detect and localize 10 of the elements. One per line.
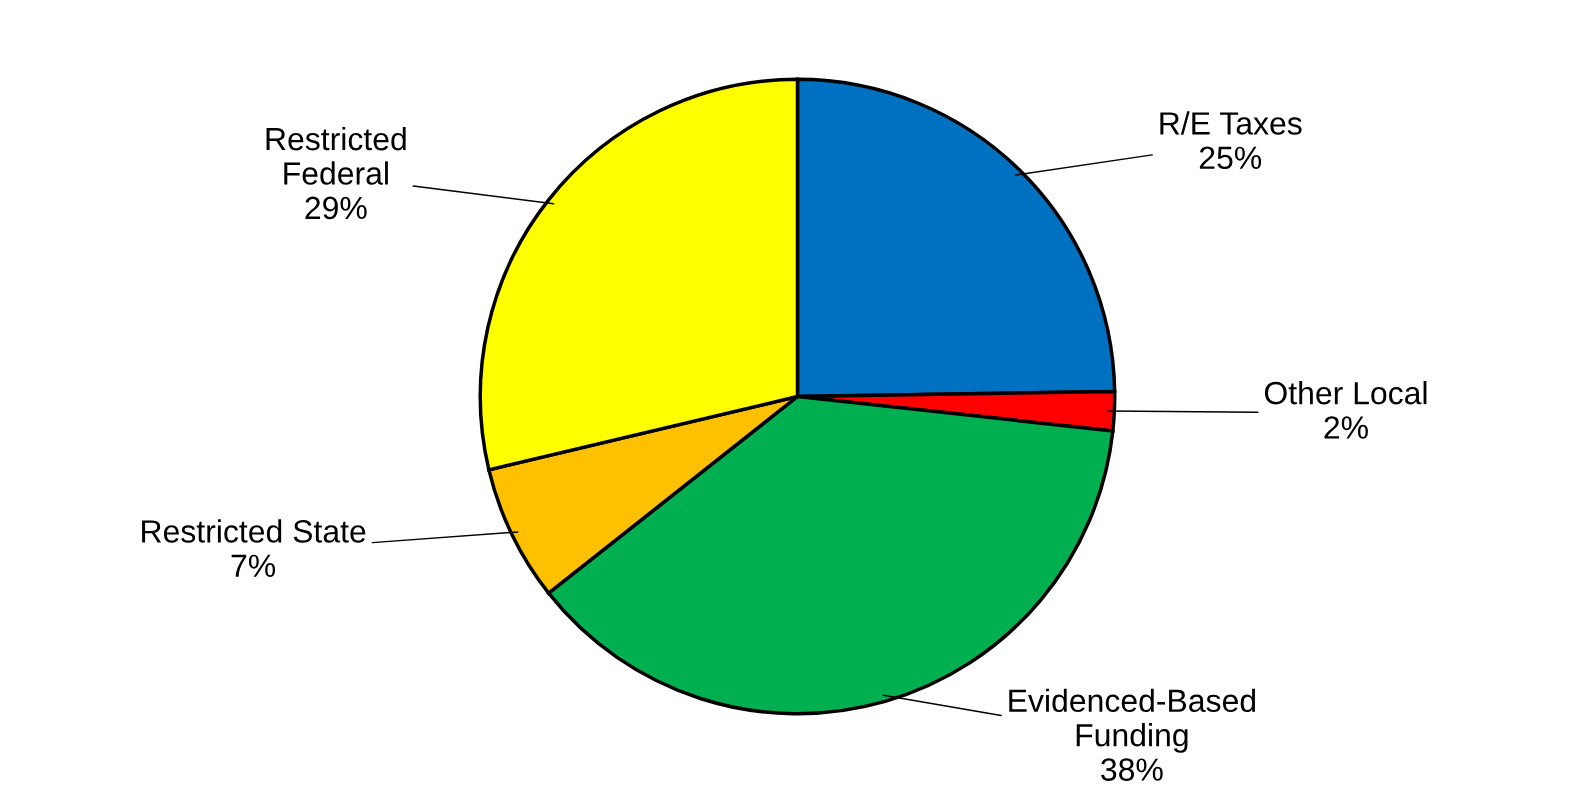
data-label: 29%	[305, 196, 367, 220]
data-label: 25%	[1199, 146, 1262, 170]
slice-label: Restricted Federal	[266, 126, 406, 185]
slice-label: Evidenced-Based Funding	[1009, 688, 1256, 753]
slice-label: Other Local	[1264, 380, 1427, 405]
data-label: 38%	[1101, 758, 1163, 781]
data-label: 7%	[231, 554, 276, 578]
slice-label: R/E Taxes	[1160, 111, 1302, 135]
slice-label: Restricted State	[142, 519, 366, 543]
data-label: 2%	[1324, 416, 1368, 439]
